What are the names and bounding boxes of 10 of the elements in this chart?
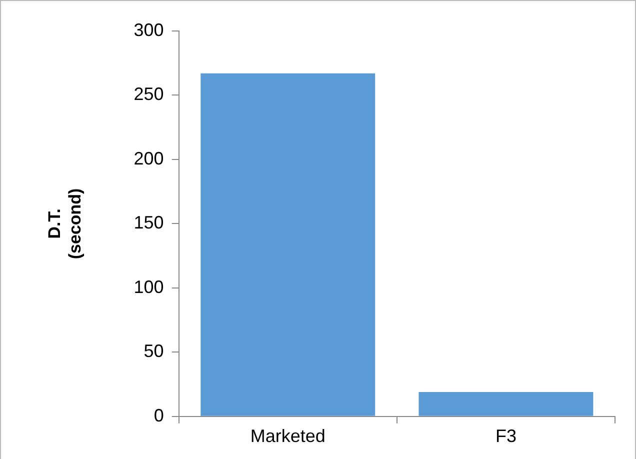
y-tick-label: 150 [134, 212, 164, 233]
y-tick-label: 250 [134, 84, 164, 104]
y-axis-title: D.T. (second) [44, 188, 84, 260]
y-tick-label: 200 [134, 148, 164, 168]
x-tick-label: Marketed [250, 426, 326, 446]
x-tick-label: F3 [495, 426, 516, 446]
y-tick-label: 0 [154, 405, 164, 426]
y-tick-label: 50 [144, 341, 164, 362]
y-tick-label: 100 [134, 276, 164, 297]
y-tick-label: 300 [134, 20, 164, 40]
